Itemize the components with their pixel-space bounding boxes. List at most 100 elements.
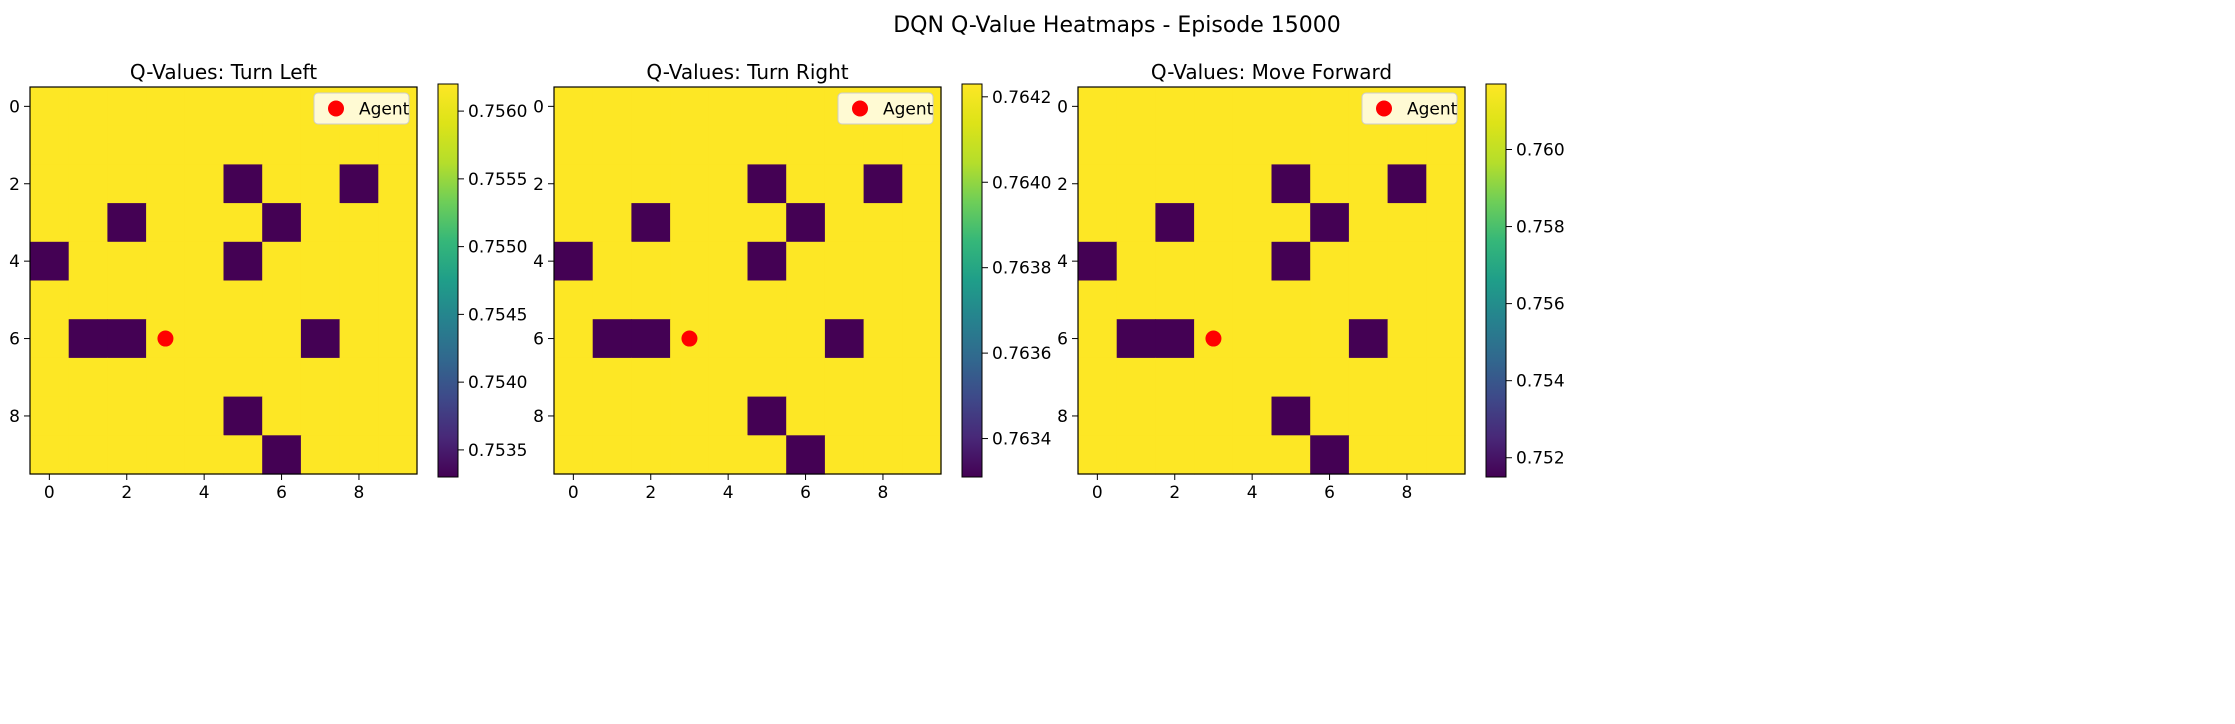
heatmap-cell-high — [300, 125, 341, 165]
heatmap-cell-high — [863, 203, 903, 243]
heatmap-cell-high — [631, 435, 671, 475]
heatmap-cell-high — [1426, 203, 1466, 243]
heatmap-cell-high — [554, 357, 594, 398]
heatmap-cell-high — [708, 87, 749, 127]
heatmap-cell-high — [1232, 241, 1273, 282]
heatmap-cell-high — [300, 164, 341, 204]
panel-title: Q-Values: Turn Left — [130, 60, 317, 84]
legend-agent-marker — [328, 100, 344, 117]
y-tick-label: 2 — [9, 175, 20, 195]
heatmap-cell-high — [107, 280, 147, 320]
heatmap-cell-high — [1387, 280, 1427, 320]
heatmap-cell-high — [184, 203, 225, 243]
heatmap-cell-high — [1155, 396, 1195, 436]
heatmap-cell-high — [708, 164, 749, 204]
y-tick-label: 6 — [9, 330, 20, 350]
heatmap-cells — [30, 87, 418, 475]
heatmap-cell-low — [786, 435, 826, 475]
heatmap-cell-high — [1232, 203, 1273, 243]
heatmap-cell-high — [1116, 396, 1156, 436]
heatmap-cell-high — [824, 396, 865, 436]
heatmap-cell-high — [184, 164, 225, 204]
heatmap-cell-high — [592, 357, 632, 398]
heatmap-cell-high — [339, 319, 379, 359]
heatmap-cell-high — [262, 125, 302, 165]
x-tick-label: 0 — [44, 483, 55, 503]
y-tick-label: 4 — [9, 252, 20, 272]
heatmap-cell-high — [786, 319, 826, 359]
heatmap-cell-low — [223, 241, 263, 282]
legend: Agent — [837, 92, 934, 125]
heatmap-cell-high — [1387, 435, 1427, 475]
heatmap-cell-high — [824, 164, 865, 204]
heatmap-cell-high — [1078, 203, 1118, 243]
heatmap-panel-1: Q-Values: Turn Left 0 2 4 6 8 0 2 4 6 8 Agent 0.7535… — [9, 60, 527, 503]
heatmap-cell-high — [1232, 396, 1273, 436]
heatmap-cell-high — [223, 125, 263, 165]
heatmap-cell-high — [554, 435, 594, 475]
heatmap-cell-high — [1194, 435, 1234, 475]
heatmap-cell-high — [184, 280, 225, 320]
heatmap-cell-high — [1194, 203, 1234, 243]
heatmap-cell-high — [68, 280, 108, 320]
heatmap-cell-high — [863, 435, 903, 475]
heatmap-cell-high — [786, 280, 826, 320]
heatmap-cell-high — [1426, 357, 1466, 398]
heatmap-cell-high — [300, 203, 341, 243]
heatmap-cell-high — [1348, 203, 1389, 243]
heatmap-cell-high — [670, 280, 710, 320]
y-tick-label: 2 — [533, 175, 544, 195]
heatmap-cell-high — [1232, 125, 1273, 165]
heatmap-cell-high — [786, 125, 826, 165]
heatmap-cell-high — [592, 280, 632, 320]
heatmap-cell-high — [300, 357, 341, 398]
heatmap-cell-high — [107, 164, 147, 204]
heatmap-cell-low — [786, 203, 826, 243]
heatmap-cell-low — [1310, 203, 1350, 243]
heatmap-cell-high — [592, 125, 632, 165]
heatmap-cell-high — [1232, 164, 1273, 204]
heatmap-cell-high — [1271, 87, 1311, 127]
heatmap-cell-high — [378, 164, 418, 204]
heatmap-cell-high — [262, 357, 302, 398]
heatmap-cell-high — [1232, 357, 1273, 398]
heatmap-cell-high — [1116, 357, 1156, 398]
heatmap-cell-high — [378, 203, 418, 243]
heatmap-cell-high — [670, 396, 710, 436]
heatmap-cell-high — [1194, 280, 1234, 320]
heatmap-cell-high — [747, 319, 787, 359]
heatmap-cell-high — [1155, 164, 1195, 204]
y-tick-label: 6 — [1057, 330, 1068, 350]
heatmap-cell-high — [223, 435, 263, 475]
heatmap-cell-high — [184, 125, 225, 165]
heatmap-cell-low — [863, 164, 903, 204]
colorbar-tick-label: 0.758 — [1516, 218, 1565, 238]
heatmap-cell-high — [68, 396, 108, 436]
heatmap-cell-high — [708, 203, 749, 243]
heatmap-cell-high — [1348, 280, 1389, 320]
heatmap-cell-high — [146, 87, 186, 127]
legend-agent-marker — [852, 100, 868, 117]
heatmap-cell-high — [1078, 357, 1118, 398]
heatmap-cell-high — [1387, 125, 1427, 165]
heatmap-cell-high — [631, 125, 671, 165]
y-tick-label: 4 — [1057, 252, 1068, 272]
heatmap-cell-high — [107, 125, 147, 165]
y-tick-label: 0 — [1057, 97, 1068, 117]
heatmap-cell-high — [902, 125, 942, 165]
colorbar-tick-label: 0.756 — [1516, 295, 1565, 315]
heatmap-cell-low — [824, 319, 865, 359]
heatmap-cell-high — [554, 125, 594, 165]
heatmap-cell-high — [902, 164, 942, 204]
heatmap-cell-high — [786, 396, 826, 436]
heatmap-cell-high — [554, 203, 594, 243]
heatmap-cell-high — [339, 357, 379, 398]
y-tick-label: 0 — [9, 97, 20, 117]
heatmap-cell-high — [554, 164, 594, 204]
x-tick-label: 4 — [199, 483, 210, 503]
heatmap-cell-high — [1155, 357, 1195, 398]
heatmap-cell-high — [1426, 319, 1466, 359]
heatmap-cell-high — [184, 319, 225, 359]
heatmap-cell-high — [1271, 203, 1311, 243]
